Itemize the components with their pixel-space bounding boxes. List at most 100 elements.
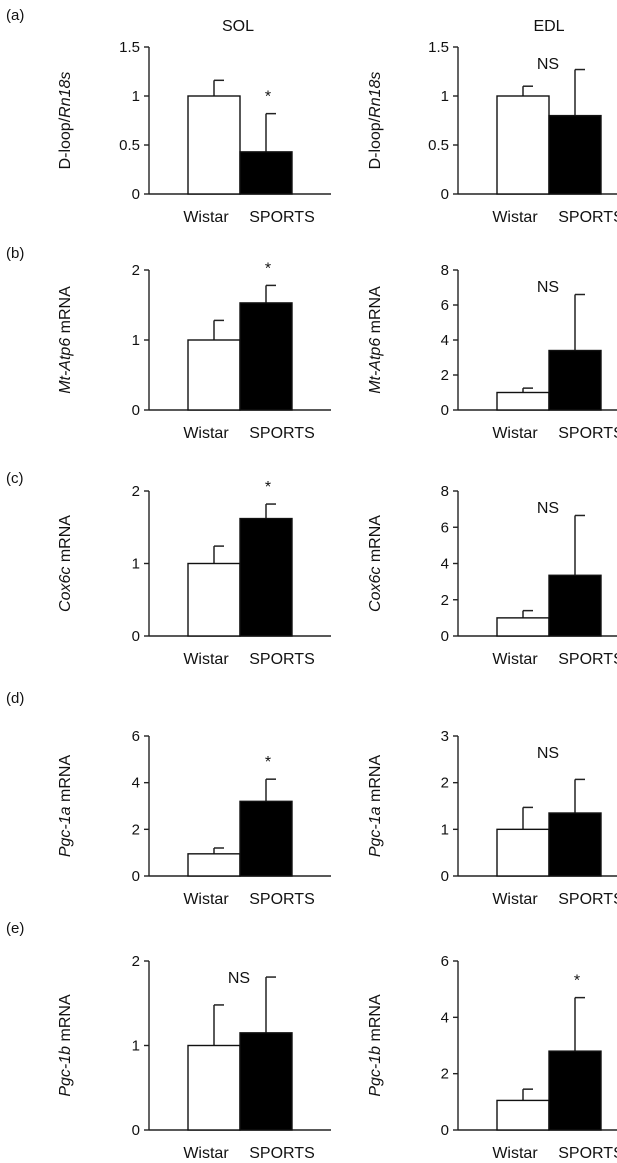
y-axis-label: Pgc-1b mRNA [57, 994, 74, 1097]
bar-wistar [187, 339, 241, 411]
y-axis-label-gene: Mt-Atp6 [367, 338, 384, 394]
category-label-sports: SPORTS [249, 425, 315, 442]
category-label-sports: SPORTS [558, 651, 617, 668]
panel-letter-3: (d) [6, 690, 24, 707]
category-label-wistar: Wistar [183, 209, 229, 226]
y-tick-label: 2 [132, 483, 140, 500]
category-label-sports: SPORTS [558, 209, 617, 226]
bar-wistar [187, 95, 241, 195]
significance-label: NS [537, 745, 559, 762]
y-tick-label: 0 [441, 868, 449, 885]
bar-wistar [496, 391, 550, 411]
bar-sports [239, 800, 293, 877]
category-label-wistar: Wistar [183, 1145, 229, 1162]
bar-wistar [187, 562, 241, 637]
y-axis-label-gene: Pgc-1b [367, 1046, 384, 1097]
y-tick-label: 0.5 [119, 137, 140, 154]
bar-wistar [496, 617, 550, 637]
panel-letter-0: (a) [6, 7, 24, 24]
bar-sports [548, 114, 602, 195]
y-tick-label: 2 [132, 262, 140, 279]
y-tick-label: 4 [441, 1009, 449, 1026]
column-title-sol: SOL [222, 18, 254, 35]
y-axis-label: Cox6c mRNA [367, 515, 384, 612]
chart-b-sol: 0 1 2 Wistar SPORTS * Mt-Atp6 mRNA [57, 260, 331, 442]
y-axis-label-gene: Rn18s [367, 72, 384, 118]
y-tick-label: 4 [441, 556, 449, 573]
y-axis-label: Cox6c mRNA [57, 515, 74, 612]
y-axis-label: Pgc-1a mRNA [57, 755, 74, 858]
y-tick-label: 3 [441, 728, 449, 745]
y-tick-label: 1 [132, 556, 140, 573]
y-tick-label: 0 [441, 628, 449, 645]
y-axis-label-suffix: mRNA [57, 755, 74, 807]
y-axis-label-suffix: mRNA [57, 286, 74, 338]
category-label-wistar: Wistar [492, 651, 538, 668]
significance-label: * [574, 973, 580, 990]
bar-sports [239, 302, 293, 411]
significance-label: NS [228, 970, 250, 987]
y-axis-label: Pgc-1a mRNA [367, 755, 384, 858]
bar-wistar [496, 95, 550, 195]
y-tick-label: 4 [441, 332, 449, 349]
y-tick-label: 4 [132, 775, 140, 792]
significance-label: * [265, 479, 271, 496]
y-axis-label: Mt-Atp6 mRNA [57, 286, 74, 394]
significance-label: NS [537, 279, 559, 296]
panel-letter-2: (c) [6, 470, 24, 487]
category-label-wistar: Wistar [492, 425, 538, 442]
category-label-wistar: Wistar [183, 891, 229, 908]
y-axis-label-suffix: mRNA [367, 515, 384, 567]
y-axis-label-gene: Pgc-1b [57, 1046, 74, 1097]
y-tick-label: 0 [441, 1122, 449, 1139]
category-label-wistar: Wistar [492, 209, 538, 226]
chart-d-edl: 0 1 2 3 Wistar SPORTS NS Pgc-1a mRNA [367, 728, 617, 908]
bar-sports [239, 517, 293, 637]
chart-c-sol: 0 1 2 Wistar SPORTS * Cox6c mRNA [57, 479, 331, 668]
y-tick-label: 1 [132, 88, 140, 105]
bar-wistar [187, 853, 241, 877]
y-tick-label: 0 [132, 628, 140, 645]
chart-e-sol: 0 1 2 Wistar SPORTS NS Pgc-1b mRNA [57, 953, 331, 1162]
y-axis-label-gene: Mt-Atp6 [57, 338, 74, 394]
column-title-edl: EDL [533, 18, 564, 35]
y-axis-label-suffix: mRNA [57, 994, 74, 1046]
y-axis-label-prefix: D-loop/ [367, 117, 384, 169]
y-tick-label: 0 [132, 186, 140, 203]
category-label-sports: SPORTS [558, 425, 617, 442]
category-label-wistar: Wistar [183, 651, 229, 668]
y-axis-label-suffix: mRNA [367, 286, 384, 338]
panel-letter-1: (b) [6, 245, 24, 262]
y-tick-label: 8 [441, 483, 449, 500]
y-axis-label: Mt-Atp6 mRNA [367, 286, 384, 394]
chart-a-edl: 0 0.5 1 1.5 Wistar SPORTS NS D-loop/Rn18s [367, 39, 617, 226]
y-axis-label-gene: Cox6c [367, 567, 384, 612]
bar-sports [239, 151, 293, 195]
y-tick-label: 1 [132, 1038, 140, 1055]
y-axis-label-gene: Pgc-1a [367, 806, 384, 857]
y-axis-label-gene: Cox6c [57, 567, 74, 612]
panel-letter-4: (e) [6, 920, 24, 937]
y-axis-label: D-loop/Rn18s [57, 72, 74, 170]
category-label-sports: SPORTS [249, 209, 315, 226]
y-tick-label: 1.5 [119, 39, 140, 56]
bar-wistar [496, 1099, 550, 1131]
category-label-sports: SPORTS [558, 1145, 617, 1162]
bar-sports [548, 1050, 602, 1131]
chart-b-edl: 0 2 4 6 8 Wistar SPORTS NS Mt-Atp6 mRNA [367, 262, 617, 442]
category-label-sports: SPORTS [249, 651, 315, 668]
y-tick-label: 2 [441, 592, 449, 609]
bar-sports [548, 349, 602, 411]
y-tick-label: 2 [441, 1066, 449, 1083]
y-tick-label: 2 [132, 821, 140, 838]
chart-c-edl: 0 2 4 6 8 Wistar SPORTS NS Cox6c mRNA [367, 483, 617, 668]
chart-d-sol: 0 2 4 6 Wistar SPORTS * Pgc-1a mRNA [57, 728, 331, 908]
y-tick-label: 0 [132, 402, 140, 419]
y-tick-label: 2 [441, 775, 449, 792]
category-label-wistar: Wistar [492, 891, 538, 908]
y-tick-label: 0 [441, 402, 449, 419]
y-tick-label: 2 [441, 367, 449, 384]
y-tick-label: 1 [441, 88, 449, 105]
category-label-sports: SPORTS [249, 1145, 315, 1162]
